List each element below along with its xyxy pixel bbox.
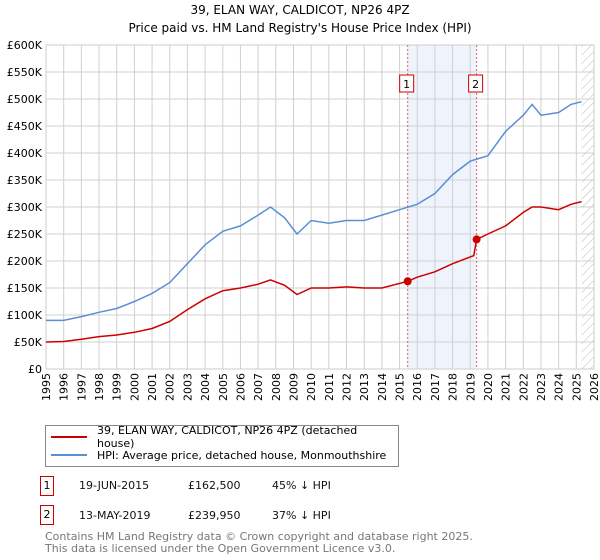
x-tick-label: 1999	[111, 373, 124, 401]
x-tick-label: 2017	[429, 373, 442, 401]
y-tick-label: £400K	[7, 147, 43, 160]
y-tick-label: £100K	[7, 309, 43, 322]
x-tick-label: 1996	[58, 373, 71, 401]
x-tick-label: 2002	[164, 373, 177, 401]
x-tick-label: 2022	[517, 373, 530, 401]
x-tick-label: 2024	[553, 373, 566, 401]
footer: Contains HM Land Registry data © Crown c…	[45, 531, 473, 555]
y-tick-label: £600K	[7, 39, 43, 52]
legend-blue-label: HPI: Average price, detached house, Monm…	[97, 448, 387, 462]
transaction-price: £239,950	[188, 509, 241, 522]
x-tick-label: 2005	[217, 373, 230, 401]
x-tick-label: 2004	[199, 373, 212, 401]
x-tick-label: 2026	[588, 373, 600, 401]
sale-marker-box	[399, 74, 415, 93]
y-tick-label: £250K	[7, 228, 43, 241]
y-tick-label: £300K	[7, 201, 43, 214]
transaction-price: £162,500	[188, 479, 241, 492]
x-tick-label: 2011	[323, 373, 336, 401]
x-tick-label: 2013	[358, 373, 371, 401]
plot-frame	[45, 44, 595, 370]
series-line	[46, 100, 582, 322]
x-tick-label: 2001	[146, 373, 159, 401]
footer-line-2: This data is licensed under the Open Gov…	[45, 542, 396, 555]
x-tick-label: 1998	[93, 373, 106, 401]
x-tick-label: 2010	[305, 373, 318, 401]
legend: 39, ELAN WAY, CALDICOT, NP26 4PZ (detach…	[45, 424, 399, 467]
x-tick-label: 1997	[75, 373, 88, 401]
transaction-hpi: 37% ↓ HPI	[272, 509, 331, 522]
x-tick-label: 2018	[447, 373, 460, 401]
x-tick-label: 2009	[287, 373, 300, 401]
x-tick-label: 2003	[181, 373, 194, 401]
y-tick-label: £0	[28, 363, 42, 376]
y-tick-label: £150K	[7, 282, 43, 295]
series-line	[45, 200, 582, 343]
sale-marker-label: 2	[472, 78, 479, 91]
x-tick-label: 2000	[128, 373, 141, 401]
x-tick-label: 2007	[252, 373, 265, 401]
transaction-date: 19-JUN-2015	[79, 479, 150, 492]
legend-red-line	[51, 436, 87, 438]
x-tick-label: 2006	[234, 373, 247, 401]
x-tick-label: 2012	[341, 373, 354, 401]
x-tick-label: 2021	[500, 373, 513, 401]
x-tick-label: 2023	[535, 373, 548, 401]
x-tick-label: 2015	[394, 373, 407, 401]
sale-point	[403, 277, 412, 286]
x-tick-label: 2025	[570, 373, 583, 401]
sale-point	[472, 235, 481, 244]
x-tick-label: 2019	[464, 373, 477, 401]
chart-title: 39, ELAN WAY, CALDICOT, NP26 4PZ	[190, 3, 409, 17]
y-tick-label: £50K	[14, 336, 43, 349]
price-chart: 39, ELAN WAY, CALDICOT, NP26 4PZ Price p…	[7, 3, 600, 401]
transaction-date: 13-MAY-2019	[79, 509, 151, 522]
x-tick-label: 2020	[482, 373, 495, 401]
chart-subtitle: Price paid vs. HM Land Registry's House …	[128, 21, 471, 35]
y-tick-label: £550K	[7, 66, 43, 79]
marker-badge: 2	[40, 505, 54, 525]
legend-blue-line	[51, 454, 87, 456]
x-tick-label: 2014	[376, 373, 389, 401]
x-tick-label: 1995	[40, 373, 53, 401]
y-tick-label: £200K	[7, 255, 43, 268]
footer-line-1: Contains HM Land Registry data © Crown c…	[45, 530, 473, 543]
y-tick-label: £450K	[7, 120, 43, 133]
transaction-hpi: 45% ↓ HPI	[272, 479, 331, 492]
x-tick-label: 2008	[270, 373, 283, 401]
legend-red-label: 39, ELAN WAY, CALDICOT, NP26 4PZ (detach…	[96, 424, 358, 450]
marker-badge: 1	[40, 476, 54, 496]
y-tick-label: £500K	[7, 93, 43, 106]
y-tick-label: £350K	[7, 174, 43, 187]
sale-marker-box	[468, 74, 484, 93]
x-tick-label: 2016	[411, 373, 424, 401]
sale-marker-label: 1	[403, 78, 410, 91]
